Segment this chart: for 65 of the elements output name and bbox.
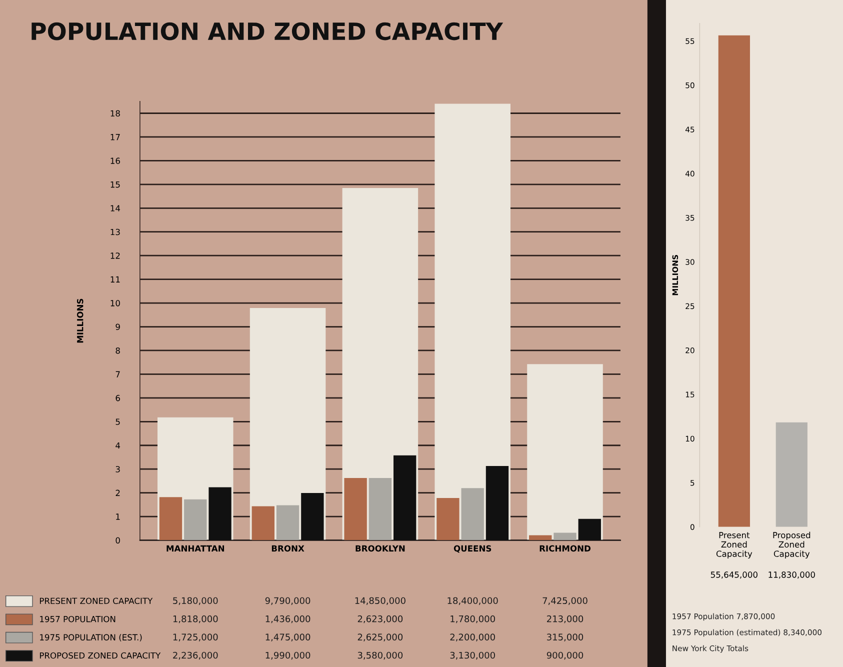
y-tick-label: 0 (116, 537, 120, 544)
bar (527, 364, 603, 540)
y-tick-label: 10 (110, 300, 120, 306)
bar (276, 505, 300, 540)
chart-title: POPULATION AND ZONED CAPACITY (32, 22, 504, 40)
y-tick-label: 12 (110, 252, 120, 259)
text: 2,623,000 (358, 615, 403, 624)
x-tick-label: QUEENS (454, 545, 492, 553)
bar (436, 498, 460, 540)
legend-label: 1957 POPULATION (40, 616, 116, 622)
y-tick-label: 9 (116, 324, 120, 330)
y-tick-label: 3 (116, 466, 120, 472)
y-tick-label: 1 (116, 514, 120, 520)
y-tick-label: 11 (110, 276, 120, 282)
text: 14,850,000 (355, 597, 406, 605)
bar (461, 488, 484, 540)
bar (252, 506, 274, 540)
bar (344, 478, 367, 540)
x-tick-label: Present Zoned Capacity (716, 532, 752, 559)
y-tick-label: 7 (116, 371, 120, 378)
text: 3,130,000 (450, 652, 495, 660)
y-tick-label: 18 (110, 110, 120, 117)
y-tick-label: 17 (110, 134, 120, 140)
text: 1,725,000 (173, 634, 218, 642)
y-tick-label: 6 (116, 394, 120, 402)
bar (184, 499, 207, 540)
text: 1,818,000 (173, 615, 218, 624)
text: 213,000 (547, 615, 584, 624)
text: 2,236,000 (173, 652, 218, 660)
bar (368, 478, 392, 540)
text: 1,780,000 (450, 615, 495, 624)
text: 7,425,000 (542, 597, 588, 605)
text: 315,000 (547, 634, 584, 642)
text: 3,580,000 (358, 652, 403, 660)
x-tick-label: RICHMOND (540, 545, 591, 552)
legend-label: PROPOSED ZONED CAPACITY (40, 652, 161, 659)
bar (159, 497, 182, 540)
text: 18,400,000 (448, 597, 498, 605)
bar (554, 532, 576, 540)
legend-label: 1975 POPULATION (EST.) (40, 634, 142, 642)
x-tick-label: MANHATTAN (166, 545, 224, 552)
y-tick-label: 8 (116, 347, 120, 354)
text: 5,180,000 (173, 597, 218, 605)
text: 900,000 (546, 652, 584, 660)
text: 2,625,000 (358, 634, 403, 642)
text: 1,990,000 (266, 652, 310, 660)
text: 55,645,000 (710, 572, 758, 579)
x-tick-label: BRONX (272, 545, 304, 552)
y-tick-label: 2 (116, 490, 120, 496)
text: 1,475,000 (266, 634, 310, 642)
bar (529, 535, 552, 540)
legend-label: PRESENT ZONED CAPACITY (40, 598, 153, 604)
y-tick-label: 5 (116, 418, 120, 425)
text: 11,830,000 (768, 572, 815, 579)
y-tick-label: 14 (110, 205, 120, 212)
text: 1,436,000 (266, 615, 310, 624)
text: 9,790,000 (265, 597, 310, 605)
y-tick-label: 4 (116, 442, 120, 449)
y-tick-label: 16 (110, 158, 120, 164)
y-tick-label: 15 (110, 182, 120, 188)
y-tick-label: 13 (110, 228, 120, 236)
x-tick-label: Proposed Zoned Capacity (773, 532, 810, 559)
text: 2,200,000 (450, 634, 495, 642)
y-axis-title: MILLIONS (76, 298, 84, 343)
x-tick-label: BROOKLYN (356, 545, 405, 552)
